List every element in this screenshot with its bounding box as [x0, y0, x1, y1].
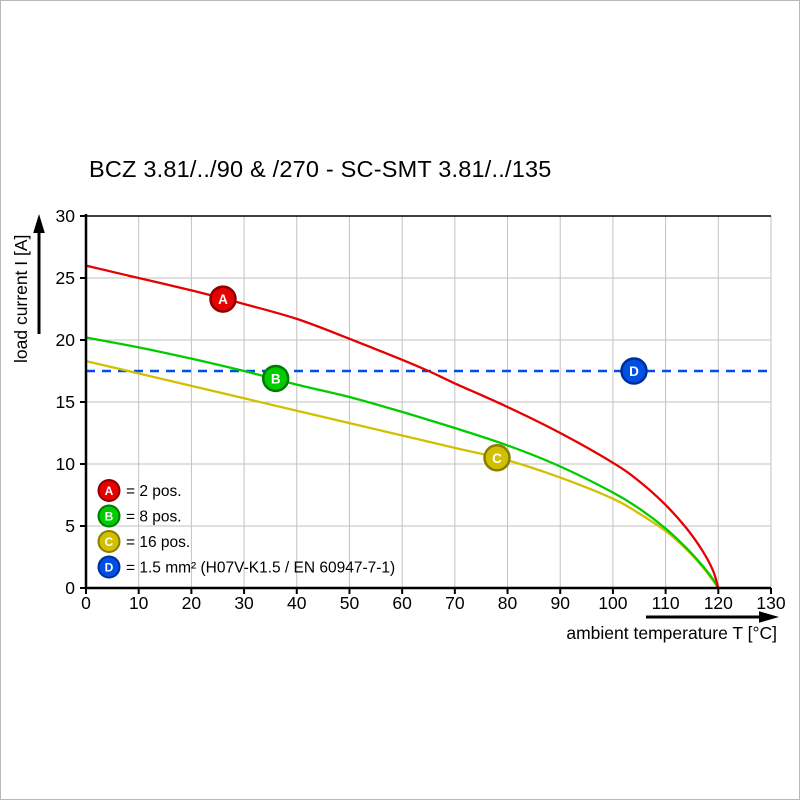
marker-letter-A: A: [218, 292, 228, 307]
x-tick-label: 110: [652, 593, 680, 613]
y-tick-label: 30: [56, 206, 76, 226]
marker-B: [261, 364, 290, 393]
legend-label-C: = 16 pos.: [126, 534, 190, 551]
y-tick-label: 20: [56, 330, 76, 350]
legend-swatch-C: [97, 530, 121, 553]
x-tick-label: 70: [445, 593, 465, 613]
x-tick-label: 30: [234, 593, 254, 613]
x-tick-label: 90: [550, 593, 570, 613]
y-axis-label: load current I [A]: [11, 234, 31, 363]
x-tick-label: 80: [498, 593, 518, 613]
x-tick-label: 130: [756, 593, 785, 613]
y-tick-label: 15: [56, 392, 75, 412]
marker-letter-D: D: [629, 364, 639, 379]
x-axis-label: ambient temperature T [°C]: [566, 623, 777, 643]
legend-letter-D: D: [105, 560, 114, 574]
y-axis-arrowhead: [33, 214, 45, 233]
legend-label-D: = 1.5 mm² (H07V-K1.5 / EN 60947-7-1): [126, 559, 395, 576]
marker-letter-B: B: [271, 371, 281, 386]
legend-swatch-D: [97, 555, 121, 579]
x-tick-label: 60: [392, 593, 412, 613]
marker-D: [620, 357, 648, 385]
legend-label-B: = 8 pos.: [126, 508, 182, 525]
y-tick-label: 5: [65, 516, 75, 536]
legend-swatch-B: [97, 504, 121, 528]
legend-letter-B: B: [105, 509, 114, 523]
x-tick-label: 20: [182, 593, 202, 613]
y-tick-label: 10: [56, 454, 76, 474]
marker-C: [483, 444, 511, 472]
legend-label-A: = 2 pos.: [126, 483, 182, 500]
x-tick-label: 120: [704, 593, 733, 613]
x-tick-label: 10: [129, 593, 149, 613]
curve-B: [85, 336, 720, 589]
x-tick-label: 40: [287, 593, 307, 613]
marker-A: [209, 285, 237, 313]
y-tick-label: 0: [65, 578, 75, 598]
y-tick-label: 25: [56, 268, 75, 288]
x-tick-label: 0: [81, 593, 91, 613]
curve-A: [85, 264, 720, 589]
chart-title: BCZ 3.81/../90 & /270 - SC-SMT 3.81/../1…: [89, 156, 552, 182]
marker-letter-C: C: [492, 451, 502, 466]
x-tick-label: 50: [340, 593, 360, 613]
x-tick-label: 100: [598, 593, 627, 613]
legend-letter-A: A: [105, 484, 114, 498]
legend-swatch-A: [97, 479, 121, 502]
legend-letter-C: C: [105, 535, 114, 549]
x-axis-arrowhead: [759, 611, 779, 623]
